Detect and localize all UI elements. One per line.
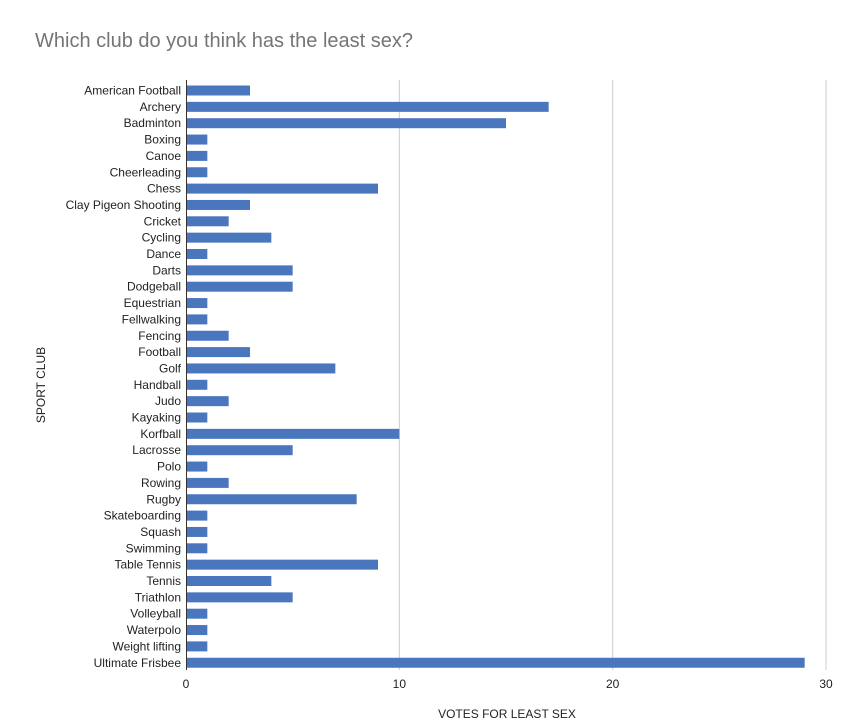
chart-title: Which club do you think has the least se… [35,30,413,52]
bar [186,641,208,652]
category-label: Polo [157,460,181,474]
category-label: Football [138,345,181,359]
category-label: Equestrian [124,296,181,310]
category-label: Cycling [142,231,181,245]
category-label: Table Tennis [115,558,182,572]
bar [186,526,208,537]
category-label: Triathlon [135,590,181,604]
x-tick-label: 10 [393,677,407,691]
bar [186,314,208,325]
category-label: American Football [84,84,181,98]
bar [186,101,549,112]
category-labels: American Football Archery Badminton Boxing C… [66,84,182,670]
bar [186,232,272,243]
category-label: Clay Pigeon Shooting [66,198,181,212]
category-label: Squash [140,525,181,539]
bar [186,347,250,358]
category-label: Boxing [144,133,181,147]
category-label: Fellwalking [122,312,181,326]
bar [186,477,229,488]
category-label: Judo [155,394,181,408]
bar [186,543,208,554]
bar [186,265,293,276]
category-label: Waterpolo [127,623,182,637]
bar [186,510,208,521]
bar [186,445,293,456]
x-tick-label: 0 [183,677,190,691]
category-label: Chess [147,182,181,196]
category-label: Archery [140,100,181,114]
category-label: Kayaking [132,411,181,425]
bar [186,461,208,472]
bar [186,118,506,129]
bar [186,85,250,96]
bar [186,379,208,390]
category-label: Swimming [126,541,181,555]
category-label: Rugby [146,492,181,506]
bar [186,657,805,668]
category-label: Dodgeball [127,280,181,294]
category-label: Weight lifting [113,639,181,653]
y-axis-label: SPORT CLUB [34,347,48,423]
bar [186,494,357,505]
bar [186,592,293,603]
bars [186,85,805,668]
category-label: Ultimate Frisbee [94,656,182,670]
category-label: Cheerleading [110,165,181,179]
bar [186,625,208,636]
bar [186,199,250,210]
bar [186,396,229,407]
x-tick-label: 20 [606,677,620,691]
bar [186,559,378,570]
category-label: Rowing [141,476,181,490]
category-label: Badminton [124,116,181,130]
bar [186,150,208,161]
bar [186,363,336,374]
category-label: Lacrosse [132,443,181,457]
category-label: Fencing [138,329,181,343]
bar [186,428,400,439]
category-label: Volleyball [130,607,181,621]
category-label: Tennis [146,574,181,588]
gridlines [398,80,827,670]
bar [186,608,208,619]
category-label: Handball [134,378,181,392]
x-axis-label: VOTES FOR LEAST SEX [438,707,576,721]
category-label: Skateboarding [104,509,181,523]
category-label: Canoe [146,149,182,163]
bar [186,249,208,259]
bar [186,216,229,227]
bar [186,134,208,145]
bar [186,412,208,423]
bar [186,281,293,292]
category-label: Golf [159,361,182,375]
bar [186,167,208,178]
x-tick-labels: 0 10 20 30 [183,677,833,691]
x-tick-label: 30 [819,677,833,691]
bar [186,183,378,194]
bar [186,576,272,586]
bar [186,298,208,309]
category-label: Cricket [144,214,182,228]
category-label: Korfball [140,427,181,441]
category-label: Darts [152,263,181,277]
category-label: Dance [146,247,181,261]
bar [186,330,229,341]
